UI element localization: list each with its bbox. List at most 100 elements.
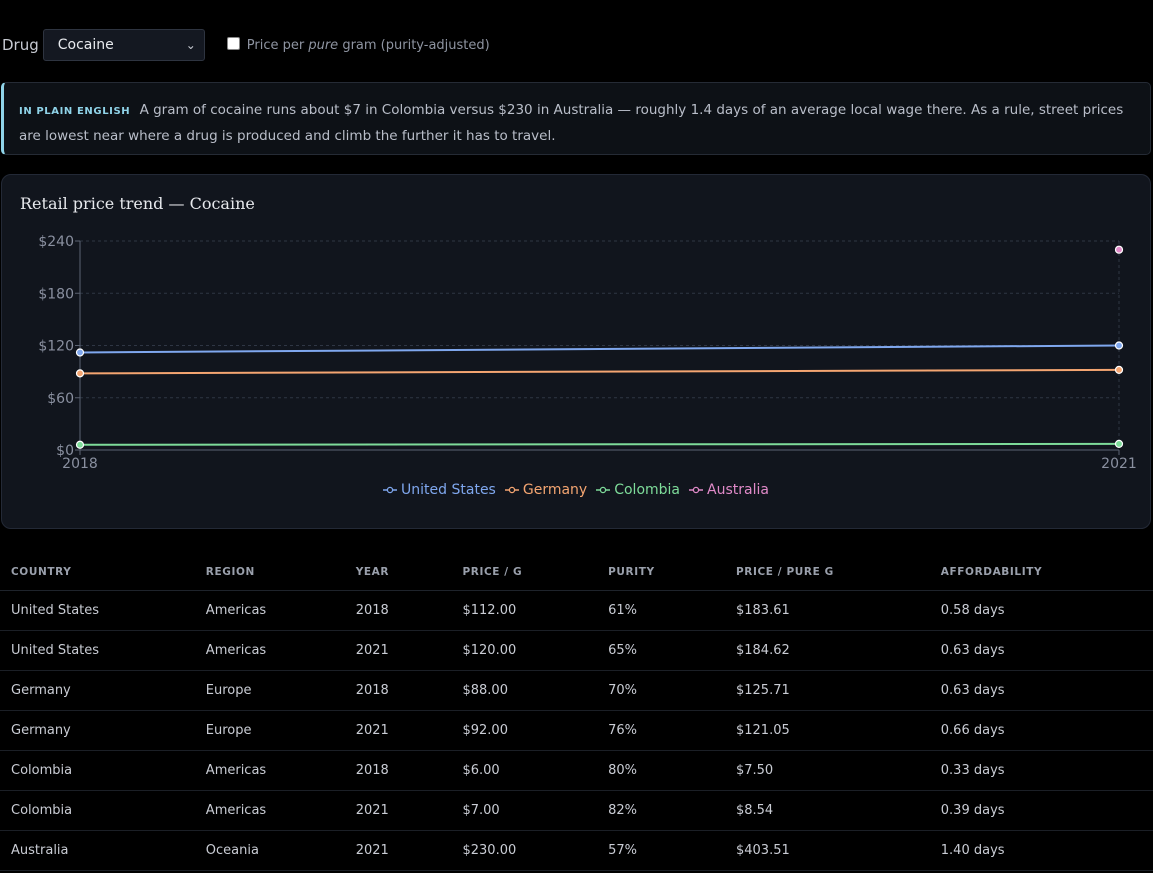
drug-label: Drug (2, 36, 39, 54)
price-table: COUNTRY REGION YEAR PRICE / G PURITY PRICE / … (0, 554, 1153, 871)
legend-marker-icon (596, 486, 611, 494)
table-cell: $184.62 (724, 630, 930, 671)
table-cell: Colombia (0, 750, 195, 791)
chevron-down-icon: ⌄ (185, 38, 196, 52)
table-cell: 82% (597, 790, 725, 831)
table-cell: $92.00 (451, 710, 598, 751)
legend-marker-icon (504, 486, 519, 494)
table-cell: 2018 (344, 590, 452, 631)
column-header-year[interactable]: YEAR (344, 554, 452, 591)
purity-checkbox[interactable] (226, 36, 240, 50)
chart-title: Retail price trend — Cocaine (20, 194, 255, 213)
data-point-australia (1114, 245, 1124, 254)
table-cell: $230.00 (451, 830, 598, 871)
table-cell: Germany (0, 710, 195, 751)
table-cell: 0.63 days (929, 630, 1153, 671)
y-tick-label: $240 (38, 234, 74, 250)
legend-marker-icon (383, 486, 398, 494)
data-point-colombia (1114, 439, 1124, 449)
table-cell: 2021 (344, 710, 452, 751)
data-point-united-states (1114, 341, 1124, 350)
y-tick-label: $180 (38, 286, 74, 302)
series-line-united-states (79, 344, 1120, 354)
table-row: Colombia Americas 2018 $6.00 80% $7.50 0.33 da… (0, 750, 1153, 791)
data-point-colombia (75, 440, 85, 449)
table-cell: $7.00 (451, 790, 598, 831)
y-tick-label: $120 (38, 339, 74, 355)
legend-item-australia: Australia (689, 482, 769, 498)
table-cell: 0.33 days (929, 750, 1153, 791)
purity-label: Price per pure gram (purity-adjusted) (246, 37, 490, 53)
table-cell: 2021 (344, 630, 452, 671)
x-tick-label: 2018 (62, 456, 98, 472)
table-cell: Europe (194, 710, 345, 751)
column-header-purity[interactable]: PURITY (597, 554, 725, 591)
legend-label: Colombia (614, 482, 681, 498)
table-cell: 2018 (344, 750, 452, 791)
legend-item-colombia: Colombia (596, 482, 680, 498)
legend-label: Australia (707, 482, 769, 498)
table-cell: $112.00 (451, 590, 598, 631)
column-header-price-pure-g[interactable]: PRICE / PURE G (724, 554, 930, 591)
legend-label: United States (401, 482, 496, 498)
table-cell: $403.51 (724, 830, 930, 871)
table-cell: 2018 (344, 670, 452, 711)
table-cell: 57% (597, 830, 725, 871)
column-header-price-g[interactable]: PRICE / G (451, 554, 598, 591)
table-row: Germany Europe 2018 $88.00 70% $125.71 0.63 da… (0, 670, 1153, 711)
table-cell: 0.39 days (929, 790, 1153, 831)
table-cell: 70% (597, 670, 725, 711)
table-cell: $8.54 (724, 790, 930, 831)
data-point-united-states (75, 348, 85, 357)
table-cell: Americas (194, 630, 345, 671)
table-cell: Americas (194, 590, 345, 631)
table-cell: $7.50 (724, 750, 930, 791)
table-row: Australia Oceania 2021 $230.00 57% $403.51 1.4… (0, 830, 1153, 871)
legend-item-germany: Germany (504, 482, 588, 498)
plain-english-callout: IN PLAIN ENGLISH A gram of cocaine runs … (1, 82, 1151, 155)
table-cell: Europe (194, 670, 345, 711)
y-tick-label: $0 (56, 443, 74, 459)
legend-label: Germany (522, 482, 588, 498)
table-cell: $120.00 (451, 630, 598, 671)
column-header-country[interactable]: COUNTRY (0, 554, 195, 591)
legend-marker-icon (689, 486, 704, 494)
table-row: United States Americas 2021 $120.00 65% $184.… (0, 630, 1153, 671)
table-cell: $88.00 (451, 670, 598, 711)
table-cell: Australia (0, 830, 195, 871)
table-header-row: COUNTRY REGION YEAR PRICE / G PURITY PRICE / … (0, 554, 1153, 591)
table-cell: 2021 (344, 830, 452, 871)
table-cell: 0.63 days (929, 670, 1153, 711)
series-line-colombia (79, 442, 1120, 446)
table-cell: 0.66 days (929, 710, 1153, 751)
column-header-affordability[interactable]: AFFORDABILITY (929, 554, 1153, 591)
price-trend-chart: $0 $60 $120 $180 $240 2018 2021 (38, 234, 1137, 472)
chart-card: Retail price trend — Cocaine $0 $60 $120 $1… (1, 174, 1151, 529)
table-cell: Germany (0, 670, 195, 711)
column-header-region[interactable]: REGION (194, 554, 345, 591)
table-cell: 61% (597, 590, 725, 631)
table-cell: $183.61 (724, 590, 930, 631)
table-cell: 0.58 days (929, 590, 1153, 631)
controls-bar: Drug Cocaine ⌄ Price per pure gram (puri… (2, 28, 490, 62)
purity-toggle[interactable]: Price per pure gram (purity-adjusted) (226, 36, 490, 53)
table-cell: Americas (194, 750, 345, 791)
x-tick-label: 2021 (1101, 456, 1137, 472)
table-cell: Colombia (0, 790, 195, 831)
table-cell: $6.00 (451, 750, 598, 791)
table-row: Colombia Americas 2021 $7.00 82% $8.54 0.39 da… (0, 790, 1153, 831)
drug-select[interactable]: Cocaine ⌄ (42, 29, 205, 61)
table-cell: $125.71 (724, 670, 930, 711)
drug-select-value: Cocaine (57, 37, 114, 53)
data-point-germany (1114, 365, 1124, 374)
series-line-germany (79, 368, 1120, 375)
plain-english-text: A gram of cocaine runs about $7 in Colom… (19, 102, 1124, 144)
y-tick-label: $60 (47, 391, 74, 407)
table-cell: $121.05 (724, 710, 930, 751)
legend-item-united-states: United States (383, 482, 496, 498)
table-cell: Americas (194, 790, 345, 831)
table-cell: 76% (597, 710, 725, 751)
table-cell: United States (0, 590, 195, 631)
table-cell: Oceania (194, 830, 345, 871)
table-cell: 65% (597, 630, 725, 671)
